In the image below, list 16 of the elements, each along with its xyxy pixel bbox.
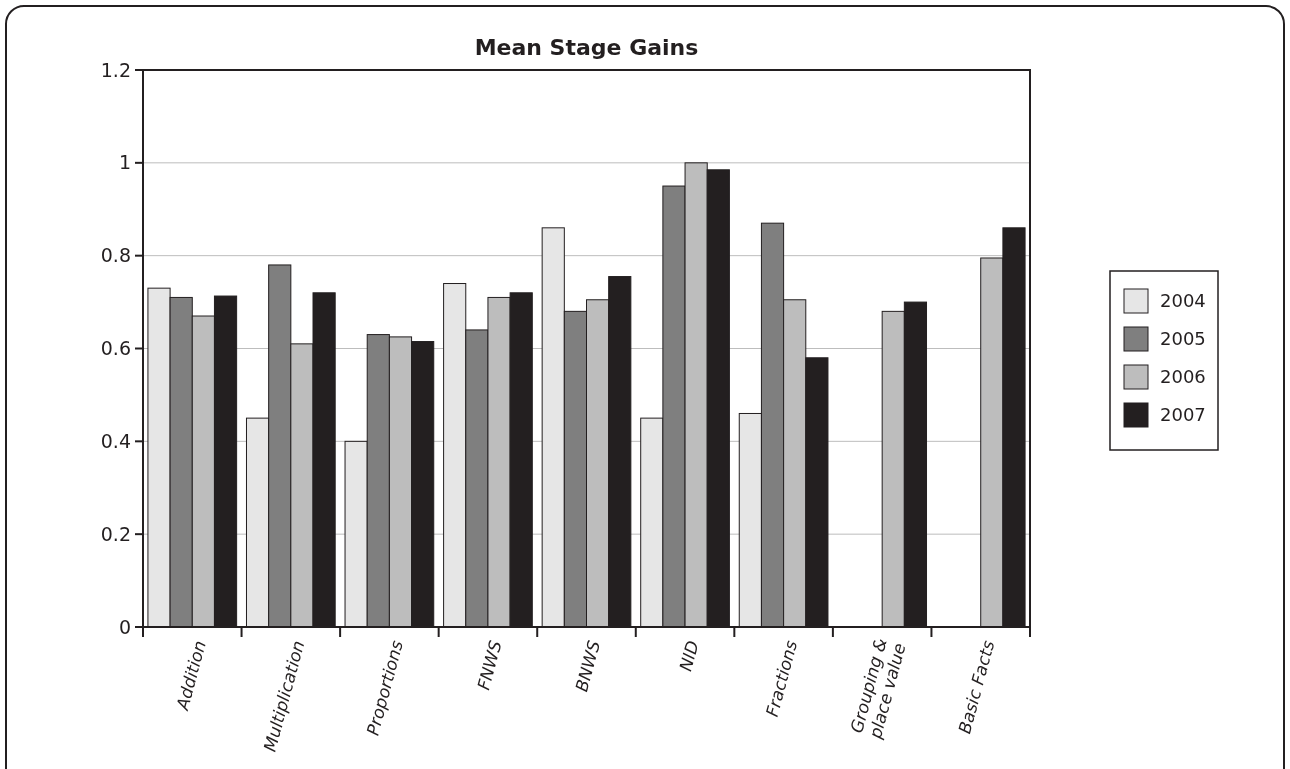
y-tick-label: 0.8 (100, 244, 131, 267)
y-tick-label: 0.4 (100, 429, 131, 452)
y-tick-label: 0.2 (100, 522, 131, 545)
y-tick-label: 0.6 (100, 337, 131, 360)
legend-label: 2005 (1160, 328, 1206, 350)
legend-label: 2007 (1160, 404, 1206, 426)
x-tick-label: Basic Facts (954, 638, 999, 736)
x-tick-label: BNWS (571, 638, 605, 694)
legend-label: 2004 (1160, 290, 1206, 312)
x-tick-label: FNWS (473, 638, 506, 692)
y-tick-label: 0 (118, 615, 131, 638)
legend-label: 2006 (1160, 366, 1206, 388)
x-tick-label: NID (675, 638, 703, 674)
chart-title: Mean Stage Gains (474, 35, 699, 60)
y-tick-label: 1.2 (100, 58, 131, 81)
y-tick-label: 1 (118, 151, 131, 174)
